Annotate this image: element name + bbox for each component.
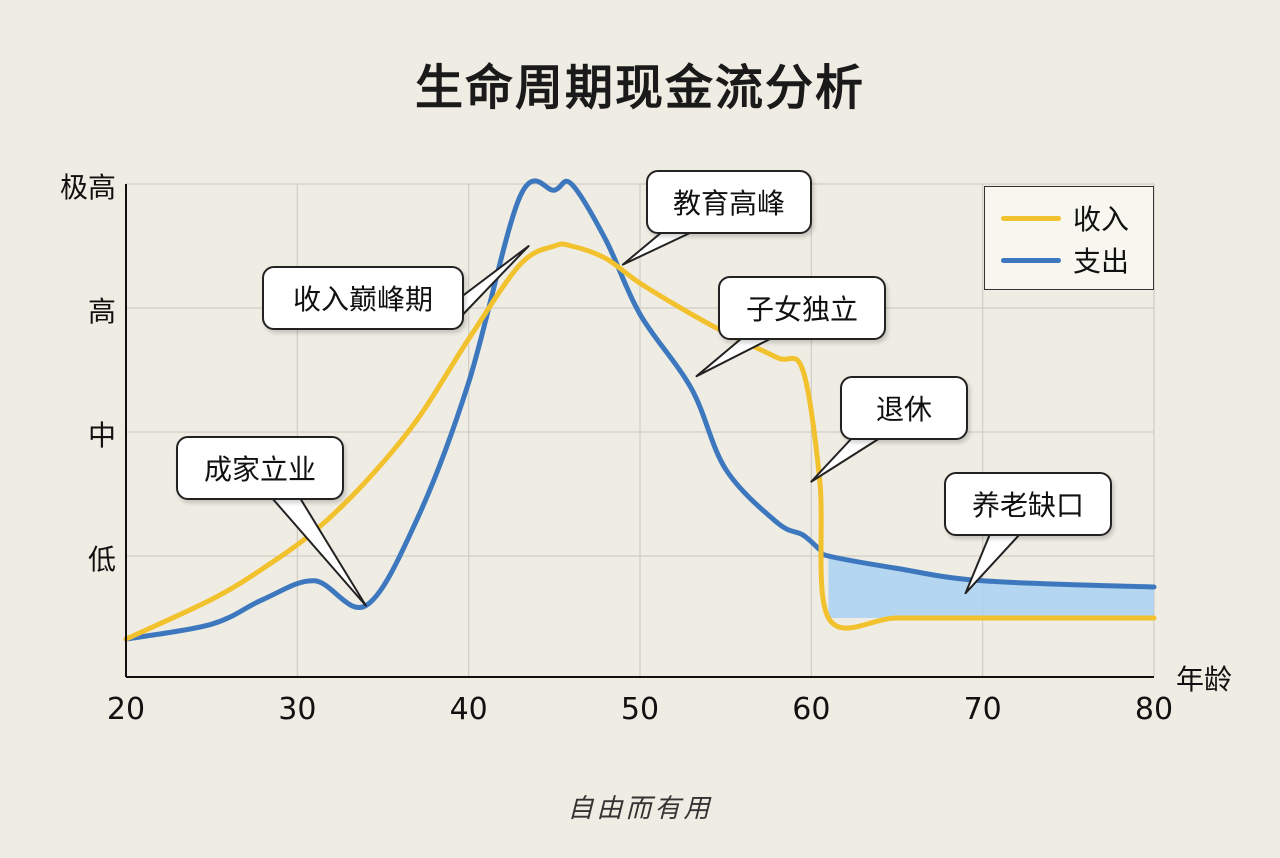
annotation-callout: 收入巅峰期 (262, 266, 464, 330)
x-tick-label: 70 (963, 692, 1002, 727)
watermark: 自由而有用 (567, 794, 713, 824)
annotation-callout: 退休 (840, 376, 968, 440)
y-tick-label: 极高 (59, 171, 116, 204)
x-tick-label: 20 (106, 692, 146, 727)
x-tick-label: 50 (620, 692, 660, 727)
annotation-pointer (810, 437, 881, 483)
y-tick-label: 中 (87, 419, 116, 452)
legend-swatch-expense (1001, 257, 1061, 263)
y-tick-label: 低 (87, 543, 116, 576)
annotation-pointer (964, 533, 1021, 595)
x-tick-label: 30 (278, 692, 317, 727)
legend-item-income: 收入 (1001, 203, 1129, 236)
annotation-callout: 成家立业 (176, 436, 344, 500)
chart-title: 生命周期现金流分析 (414, 60, 865, 116)
annotation-callout: 养老缺口 (944, 472, 1112, 536)
legend-item-expense: 支出 (1001, 245, 1129, 278)
legend: 收入 支出 (984, 186, 1154, 290)
x-tick-label: 40 (449, 692, 488, 727)
annotation-callout: 教育高峰 (646, 170, 812, 234)
series-line-income (123, 241, 1157, 642)
legend-label-income: 收入 (1073, 203, 1130, 236)
annotation-callout: 子女独立 (718, 276, 886, 340)
annotation-pointer (271, 497, 367, 607)
y-tick-label: 高 (87, 295, 116, 328)
annotation-pointer (695, 337, 773, 378)
legend-label-expense: 支出 (1073, 245, 1130, 278)
annotation-pointer (621, 231, 693, 266)
x-tick-label: 80 (1134, 692, 1174, 727)
x-axis-label: 年龄 (1176, 663, 1233, 696)
legend-swatch-income (1001, 215, 1061, 221)
series-line-expense (123, 178, 1157, 642)
x-tick-label: 60 (792, 692, 831, 727)
